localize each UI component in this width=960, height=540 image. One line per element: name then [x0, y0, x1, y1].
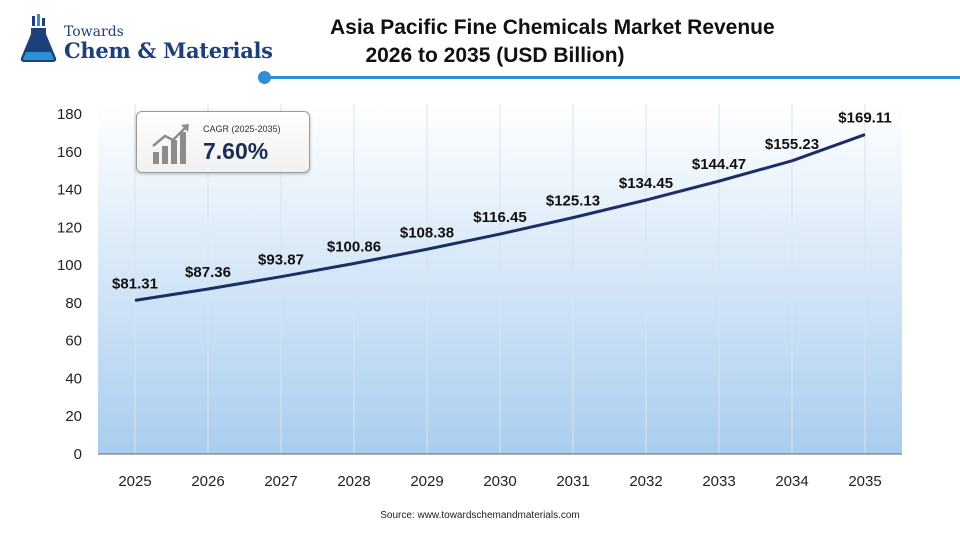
data-label: $116.45 — [473, 209, 526, 226]
title-rule — [270, 76, 960, 79]
growth-chart-icon — [152, 124, 189, 164]
data-label: $125.13 — [546, 193, 600, 210]
x-tick-label: 2031 — [556, 473, 589, 490]
y-tick-label: 140 — [57, 182, 82, 199]
y-tick-label: 80 — [65, 295, 82, 312]
x-tick-label: 2030 — [483, 473, 516, 490]
x-tick-label: 2035 — [848, 473, 881, 490]
chart-title-line2: 2026 to 2035 (USD Billion) — [365, 44, 625, 67]
brand-logo: Towards Chem & Materials — [14, 10, 273, 70]
data-label: $169.11 — [838, 110, 891, 127]
x-tick-label: 2029 — [410, 473, 443, 490]
logo-text-main: Chem & Materials — [64, 38, 273, 63]
y-tick-label: 40 — [65, 370, 82, 387]
gridlines — [134, 104, 866, 454]
data-label: $93.87 — [258, 252, 304, 269]
data-label: $100.86 — [327, 238, 381, 255]
x-tick-label: 2033 — [702, 473, 735, 490]
cagr-callout: CAGR (2025-2035) 7.60% — [136, 111, 310, 173]
flask-icon — [20, 14, 57, 62]
x-tick-label: 2032 — [629, 473, 662, 490]
axes: 0 20 40 60 80 100 120 140 160 180 2025 2026 2027 2028… — [57, 106, 902, 490]
y-tick-label: 60 — [65, 333, 82, 350]
logo-text-top: Towards — [64, 24, 124, 40]
x-tick-label: 2026 — [191, 473, 224, 490]
y-tick-label: 160 — [57, 144, 82, 161]
source-note: Source: www.towardschemandmaterials.com — [380, 510, 580, 521]
y-tick-label: 20 — [65, 408, 82, 425]
data-label: $134.45 — [619, 175, 673, 192]
data-label: $108.38 — [400, 224, 454, 241]
cagr-value: 7.60% — [203, 138, 269, 164]
x-tick-label: 2027 — [264, 473, 297, 490]
x-tick-label: 2034 — [775, 473, 808, 490]
data-label: $81.31 — [112, 275, 158, 292]
title-rule-dot — [258, 71, 271, 84]
x-tick-label: 2025 — [118, 473, 151, 490]
data-label: $144.47 — [692, 156, 746, 173]
y-tick-label: 180 — [57, 106, 82, 123]
cagr-label: CAGR (2025-2035) — [203, 124, 281, 134]
x-tick-label: 2028 — [337, 473, 370, 490]
y-tick-label: 100 — [57, 257, 82, 274]
y-tick-label: 120 — [57, 219, 82, 236]
data-labels: $81.31 $87.36 $93.87 $100.86 $108.38 $116.45 $… — [112, 110, 892, 293]
y-tick-label: 0 — [74, 446, 82, 463]
data-label: $155.23 — [765, 136, 819, 153]
data-label: $87.36 — [185, 264, 231, 281]
series-revenue — [134, 133, 866, 302]
